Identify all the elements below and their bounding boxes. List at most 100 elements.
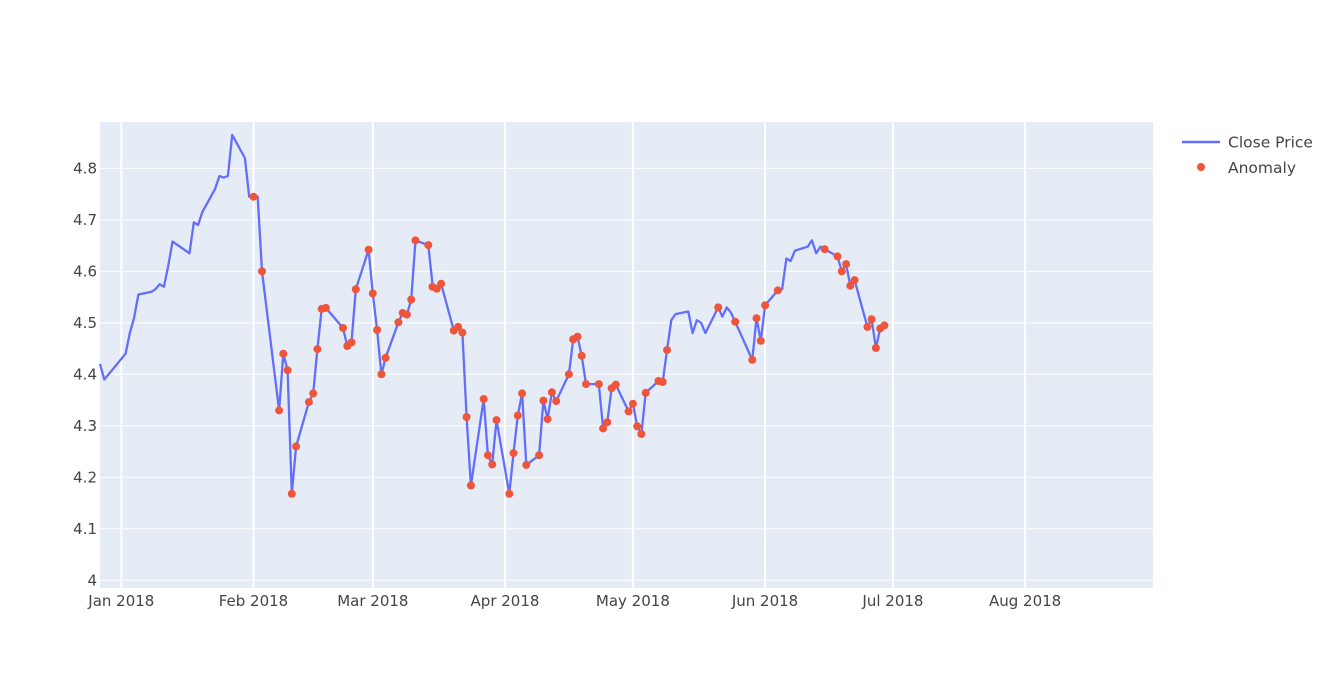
anomaly-point[interactable] <box>658 378 667 386</box>
y-tick-label: 4 <box>87 571 97 589</box>
anomaly-point[interactable] <box>867 315 876 324</box>
y-tick-label: 4.5 <box>73 314 97 332</box>
anomaly-point[interactable] <box>880 321 889 330</box>
anomaly-point[interactable] <box>373 326 382 334</box>
anomaly-point[interactable] <box>483 451 492 460</box>
legend-item-close-price[interactable]: Close Price <box>1182 134 1313 152</box>
anomaly-point[interactable] <box>820 245 829 254</box>
anomaly-point[interactable] <box>522 460 531 469</box>
x-tick-label: Mar 2018 <box>337 592 408 610</box>
anomaly-point[interactable] <box>381 353 390 362</box>
y-tick-label: 4.3 <box>73 417 97 435</box>
anomaly-point[interactable] <box>368 289 377 298</box>
x-axis-tick-labels: Jan 2018 Feb 2018 Mar 2018 Apr 2018 May 2018… <box>87 592 1061 610</box>
anomaly-point[interactable] <box>663 346 671 355</box>
anomaly-point[interactable] <box>611 380 620 389</box>
anomaly-point[interactable] <box>321 303 330 312</box>
anomaly-point[interactable] <box>837 267 846 276</box>
anomaly-point[interactable] <box>339 324 347 332</box>
x-tick-label: May 2018 <box>596 592 670 610</box>
anomaly-point[interactable] <box>394 318 403 327</box>
anomaly-point[interactable] <box>479 395 488 403</box>
anomaly-point[interactable] <box>603 418 612 427</box>
anomaly-point[interactable] <box>488 460 497 469</box>
anomaly-point[interactable] <box>833 252 842 261</box>
anomaly-point[interactable] <box>313 345 322 354</box>
anomaly-point[interactable] <box>402 310 411 319</box>
anomaly-point[interactable] <box>871 344 880 352</box>
anomaly-point[interactable] <box>458 328 467 337</box>
anomaly-point[interactable] <box>535 451 544 460</box>
anomaly-point[interactable] <box>761 301 770 310</box>
x-tick-label: Feb 2018 <box>219 592 289 610</box>
x-tick-label: Jul 2018 <box>861 592 923 610</box>
anomaly-point[interactable] <box>773 286 782 295</box>
anomaly-point[interactable] <box>564 370 573 379</box>
anomaly-point[interactable] <box>364 245 373 254</box>
anomaly-point[interactable] <box>573 332 582 341</box>
anomaly-point[interactable] <box>714 303 723 312</box>
anomaly-point[interactable] <box>287 489 296 498</box>
anomaly-point[interactable] <box>424 241 433 250</box>
x-tick-label: Jan 2018 <box>87 592 154 610</box>
anomaly-point[interactable] <box>748 355 757 364</box>
x-tick-label: Jun 2018 <box>731 592 798 610</box>
anomaly-point[interactable] <box>628 399 637 408</box>
legend-label-anomaly: Anomaly <box>1228 159 1296 177</box>
anomaly-point[interactable] <box>275 406 284 415</box>
anomaly-point[interactable] <box>731 317 740 326</box>
anomaly-point[interactable] <box>539 396 548 405</box>
legend-label-close-price: Close Price <box>1228 134 1313 152</box>
anomaly-point[interactable] <box>466 481 475 490</box>
anomaly-point[interactable] <box>347 338 356 347</box>
anomaly-point[interactable] <box>552 397 561 406</box>
anomaly-point[interactable] <box>577 351 586 360</box>
anomaly-point[interactable] <box>513 411 522 420</box>
anomaly-point[interactable] <box>304 398 313 407</box>
anomaly-point[interactable] <box>407 295 416 304</box>
anomaly-point[interactable] <box>599 424 608 433</box>
anomaly-point[interactable] <box>756 336 765 345</box>
anomaly-point[interactable] <box>846 281 855 290</box>
y-tick-label: 4.2 <box>73 468 97 486</box>
y-tick-label: 4.8 <box>73 159 97 177</box>
y-tick-label: 4.7 <box>73 211 97 229</box>
legend-swatch-anomaly <box>1197 163 1205 171</box>
anomaly-point[interactable] <box>641 388 650 397</box>
anomaly-point[interactable] <box>863 322 872 331</box>
anomaly-point[interactable] <box>437 279 446 288</box>
anomaly-point[interactable] <box>492 416 501 425</box>
anomaly-point[interactable] <box>842 260 851 269</box>
y-tick-label: 4.4 <box>73 365 97 383</box>
anomaly-point[interactable] <box>505 489 514 498</box>
anomaly-point[interactable] <box>292 442 301 451</box>
anomaly-point[interactable] <box>462 413 471 421</box>
legend: Close Price Anomaly <box>1182 134 1313 177</box>
x-tick-label: Aug 2018 <box>989 592 1061 610</box>
anomaly-point[interactable] <box>283 366 292 375</box>
anomaly-point[interactable] <box>594 380 603 389</box>
anomaly-point[interactable] <box>258 267 266 276</box>
anomaly-point[interactable] <box>351 285 360 294</box>
anomaly-point[interactable] <box>752 314 761 323</box>
anomaly-point[interactable] <box>377 370 386 379</box>
anomaly-point[interactable] <box>249 192 258 201</box>
anomaly-point[interactable] <box>547 388 556 397</box>
anomaly-point[interactable] <box>637 430 646 438</box>
y-tick-label: 4.6 <box>73 262 97 280</box>
anomaly-point[interactable] <box>279 349 288 358</box>
anomaly-point[interactable] <box>454 322 463 331</box>
anomaly-point[interactable] <box>309 389 318 398</box>
anomaly-point[interactable] <box>518 389 527 398</box>
anomaly-point[interactable] <box>411 236 420 245</box>
y-axis-tick-labels: 4 4.1 4.2 4.3 4.4 4.5 4.6 4.7 4.8 <box>73 159 97 589</box>
anomaly-point[interactable] <box>850 276 859 285</box>
anomaly-point[interactable] <box>633 422 642 431</box>
anomaly-point[interactable] <box>582 380 590 389</box>
anomaly-point[interactable] <box>509 449 518 458</box>
anomaly-point[interactable] <box>624 407 633 416</box>
anomaly-point[interactable] <box>543 415 552 424</box>
series-anomaly <box>249 192 889 498</box>
legend-item-anomaly[interactable]: Anomaly <box>1197 159 1296 177</box>
